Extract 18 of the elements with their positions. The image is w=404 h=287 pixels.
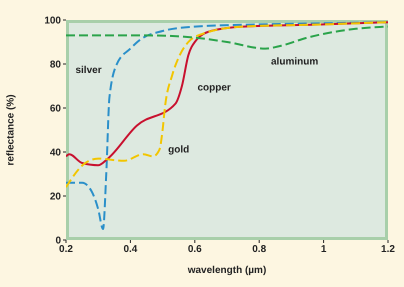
x-tick-label: 1.2 [381,244,396,256]
x-tick-label: 0.2 [59,244,74,256]
y-tick-label: 40 [50,148,62,159]
x-tick-label: 1 [320,244,327,256]
y-axis-title: reflectance (%) [6,94,17,166]
series-label: gold [168,144,190,156]
y-tick-label: 100 [44,16,62,27]
x-tick-label: 0.8 [252,244,267,256]
x-tick-label: 0.6 [188,244,202,256]
y-tick-label: 80 [50,60,62,71]
series-label: aluminum [271,56,318,68]
series-label: silver [75,65,102,76]
y-tick-label: 20 [50,192,62,203]
x-axis-title: wavelength (µm) [186,265,266,276]
x-tick-label: 0.4 [123,244,138,256]
line-series [66,26,388,50]
series-label: copper [197,82,231,94]
y-tick-label: 60 [50,104,62,115]
